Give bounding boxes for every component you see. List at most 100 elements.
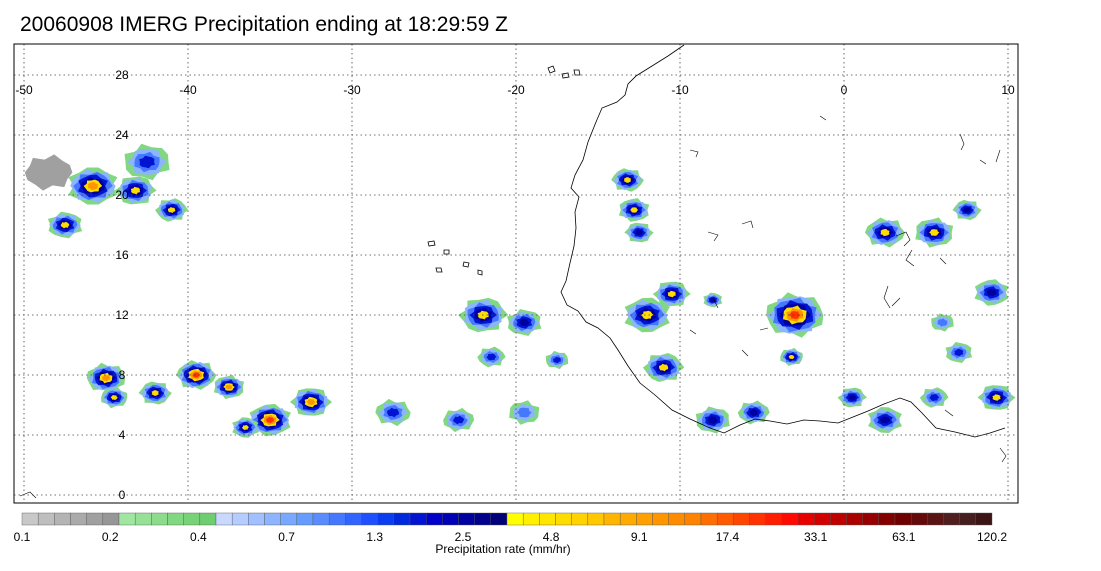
precip-cell xyxy=(47,211,83,239)
colorbar-swatch xyxy=(21,512,39,526)
colorbar-swatch xyxy=(555,512,572,526)
precip-cell xyxy=(919,387,949,408)
precip-cell xyxy=(24,154,73,191)
precip-cell xyxy=(618,198,650,222)
lat-tick-label: 12 xyxy=(115,308,129,322)
precip-cell xyxy=(509,400,540,425)
precip-contour xyxy=(486,353,497,361)
colorbar-swatch xyxy=(183,512,201,526)
precip-contour xyxy=(880,228,890,237)
precip-cell xyxy=(138,381,172,405)
lat-tick-label: 16 xyxy=(115,248,129,262)
precip-contour xyxy=(954,348,964,357)
colorbar-swatch xyxy=(231,512,249,526)
precip-contour xyxy=(225,384,233,390)
colorbar-swatch xyxy=(134,512,152,526)
precip-cell xyxy=(289,388,333,416)
colorbar-swatch xyxy=(894,512,912,526)
lon-tick-label: -40 xyxy=(179,83,197,97)
colorbar-swatch xyxy=(830,512,847,526)
precip-cell xyxy=(952,199,982,221)
colorbar-swatch xyxy=(522,512,540,526)
colorbar-swatch xyxy=(539,512,556,526)
precip-contour xyxy=(929,394,940,401)
lon-tick-label: -10 xyxy=(671,83,689,97)
precip-cell xyxy=(624,297,670,333)
precip-cell xyxy=(867,407,903,433)
precip-cell xyxy=(213,375,245,399)
colorbar-tick-label: 0.4 xyxy=(190,530,207,544)
colorbar-swatch xyxy=(506,512,524,526)
precip-contour xyxy=(641,310,654,320)
precip-cell xyxy=(737,400,770,425)
lon-tick-label: 10 xyxy=(1001,83,1015,97)
colorbar-swatch xyxy=(927,512,944,526)
precip-contour xyxy=(929,229,940,236)
colorbar-swatch xyxy=(167,512,184,526)
precip-contour xyxy=(788,311,801,319)
coastline-cape-verde xyxy=(427,240,483,276)
colorbar-swatch xyxy=(409,512,427,526)
coastline-layer xyxy=(19,44,1007,499)
graticule xyxy=(14,44,1018,503)
colorbar-swatch xyxy=(54,512,71,526)
colorbar-swatch xyxy=(652,512,669,526)
precip-contour xyxy=(110,395,118,400)
lat-tick-label: 0 xyxy=(119,488,126,502)
colorbar-swatch xyxy=(425,512,443,526)
colorbar-swatch xyxy=(377,512,395,526)
map-frame xyxy=(13,43,1019,504)
precip-cell xyxy=(507,309,542,336)
lat-tick-label: 24 xyxy=(115,128,129,142)
precip-contour xyxy=(848,394,856,401)
colorbar-swatch xyxy=(587,512,605,526)
colorbar-swatch xyxy=(797,512,815,526)
colorbar-swatch xyxy=(781,512,799,526)
precip-cell xyxy=(624,222,654,243)
colorbar-tick-label: 1.3 xyxy=(366,530,383,544)
colorbar-tick-labels: 0.1 0.2 0.4 0.7 1.3 2.5 4.8 9.1 17.4 33.1 63.1 120.… xyxy=(14,530,1008,544)
colorbar-swatch xyxy=(878,512,896,526)
precip-contour xyxy=(168,207,176,213)
colorbar-swatch xyxy=(749,512,766,526)
colorbar-swatch xyxy=(700,512,718,526)
lon-tick-label: -20 xyxy=(507,83,525,97)
precip-contour xyxy=(306,399,316,405)
lat-tick-label: 20 xyxy=(115,188,129,202)
precip-cell xyxy=(945,342,973,363)
coastline-canary-islands xyxy=(547,65,581,79)
colorbar-swatch xyxy=(490,512,508,526)
map-title: 20060908 IMERG Precipitation ending at 1… xyxy=(20,13,508,36)
precip-cell xyxy=(864,217,906,248)
precip-cell xyxy=(695,406,730,434)
colorbar-swatch xyxy=(151,512,168,526)
colorbar-swatch xyxy=(910,512,928,526)
colorbar-swatch xyxy=(458,512,475,526)
precip-contour xyxy=(139,155,155,169)
colorbar-swatch xyxy=(862,512,880,526)
colorbar-swatch xyxy=(668,512,686,526)
colorbar-swatch xyxy=(199,512,217,526)
precip-contour xyxy=(635,229,643,236)
colorbar-swatch xyxy=(86,512,104,526)
colorbar-swatch xyxy=(118,512,136,526)
precip-cell xyxy=(642,353,685,382)
precip-cell xyxy=(545,350,569,370)
colorbar-swatch xyxy=(636,512,653,526)
precip-contour xyxy=(749,409,759,416)
colorbar-swatch xyxy=(943,512,960,526)
lon-tick-label: -30 xyxy=(343,83,361,97)
precip-contour xyxy=(24,154,73,191)
colorbar-tick-label: 63.1 xyxy=(892,530,916,544)
precip-contour xyxy=(986,288,997,297)
precip-contour xyxy=(192,372,201,378)
precip-cell xyxy=(68,167,118,205)
precipitation-layer xyxy=(24,143,1016,438)
lat-tick-label: 4 xyxy=(119,428,126,442)
colorbar-swatch xyxy=(102,512,120,526)
precip-contour xyxy=(992,394,1001,401)
precip-cell xyxy=(443,407,475,433)
precip-cell xyxy=(915,217,954,248)
colorbar-swatch xyxy=(215,512,233,526)
